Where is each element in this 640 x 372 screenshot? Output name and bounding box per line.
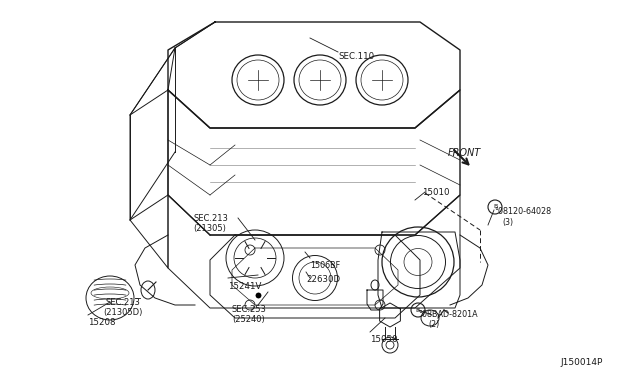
Text: (21305): (21305)	[193, 224, 226, 233]
Text: 22630D: 22630D	[306, 275, 340, 284]
Text: (21305D): (21305D)	[103, 308, 142, 317]
Text: °08120-64028: °08120-64028	[494, 207, 551, 216]
Text: 15241V: 15241V	[228, 282, 261, 291]
Text: 15050: 15050	[370, 335, 397, 344]
Text: B: B	[493, 205, 497, 209]
Text: SEC.213: SEC.213	[193, 214, 228, 223]
Text: SEC.213: SEC.213	[105, 298, 140, 307]
Text: °08BAD-8201A: °08BAD-8201A	[418, 310, 477, 319]
Text: SEC.253: SEC.253	[232, 305, 267, 314]
Text: J150014P: J150014P	[560, 358, 602, 367]
Text: 15208: 15208	[88, 318, 115, 327]
Text: (25240): (25240)	[232, 315, 265, 324]
Text: (3): (3)	[502, 218, 513, 227]
Text: B: B	[416, 308, 420, 312]
Text: 15010: 15010	[422, 188, 449, 197]
Text: SEC.110: SEC.110	[338, 52, 374, 61]
Text: 1506BF: 1506BF	[310, 261, 340, 270]
Text: FRONT: FRONT	[448, 148, 481, 158]
Text: (2): (2)	[428, 320, 439, 329]
